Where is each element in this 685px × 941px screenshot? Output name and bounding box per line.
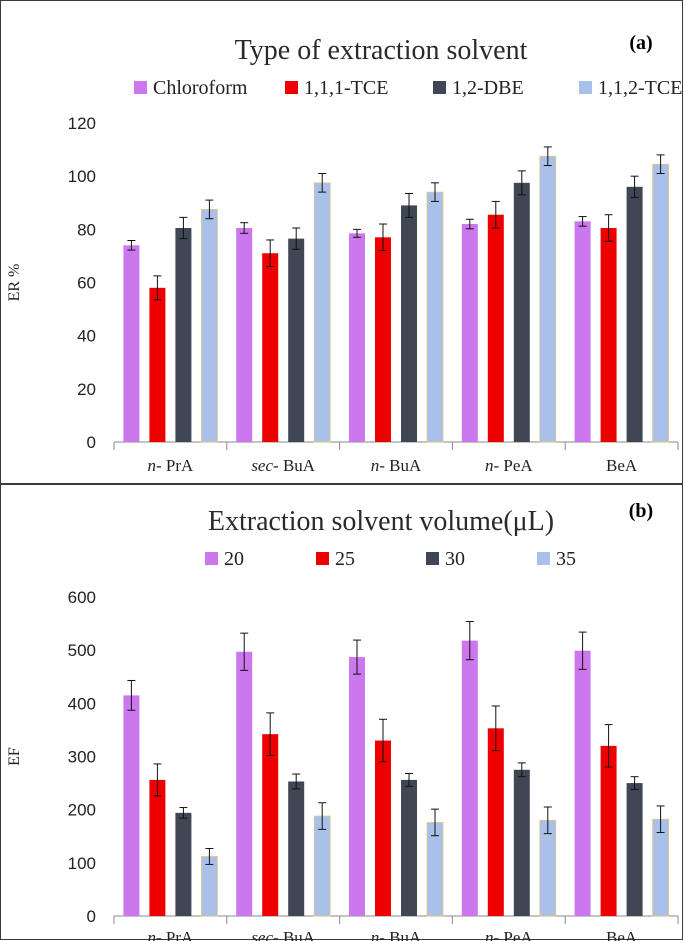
bar-b-0-2	[349, 657, 365, 916]
category-label-a-1: sec- BuA	[251, 456, 315, 475]
y-tick-label-b-0: 0	[87, 907, 96, 926]
bar-a-3-4	[652, 163, 669, 443]
bar-a-0-0	[123, 245, 140, 442]
bar-b-2-4	[626, 783, 643, 916]
y-tick-label-b-6: 600	[68, 588, 96, 607]
y-tick-label-b-4: 400	[68, 694, 96, 713]
y-tick-label-a-4: 80	[77, 220, 96, 239]
y-tick-label-b-1: 100	[68, 854, 96, 873]
bar-a-0-1	[236, 228, 253, 442]
legend-swatch-a-2	[433, 81, 446, 94]
bar-b-2-3	[513, 769, 530, 916]
bar-b-3-1	[313, 815, 331, 917]
bar-b-1-2	[375, 740, 391, 916]
legend-swatch-a-0	[134, 81, 147, 94]
panel-label-b: (b)	[629, 500, 653, 522]
bar-a-1-3	[487, 214, 504, 442]
legend-label-b-0: 20	[224, 548, 244, 570]
chart-b-svg: Extraction solvent volume(μL) (b) 20 25 30 35…	[6, 500, 679, 941]
bar-b-1-1	[262, 734, 279, 916]
bar-a-3-0	[200, 208, 218, 443]
category-label-b-0: n- PrA	[147, 928, 194, 941]
category-label-b-2: n- BuA	[371, 928, 422, 941]
y-tick-label-a-3: 60	[77, 274, 96, 293]
legend-swatch-a-3	[579, 81, 592, 94]
legend-label-a-2: 1,2-DBE	[452, 77, 524, 99]
category-label-b-1: sec- BuA	[251, 928, 315, 941]
bar-a-3-3	[539, 155, 557, 443]
legend-swatch-b-1	[316, 552, 329, 565]
category-label-b-4: BeA	[606, 928, 638, 941]
bar-a-1-2	[375, 237, 391, 442]
chart-a-svg: Type of extraction solvent (a) Chloroform 1…	[6, 32, 682, 475]
legend-swatch-a-1	[285, 81, 298, 94]
bar-a-2-0	[175, 228, 192, 442]
legend-label-b-1: 25	[335, 548, 355, 570]
bar-a-1-1	[262, 253, 279, 442]
bar-b-0-3	[461, 640, 478, 916]
category-label-a-0: n- PrA	[147, 456, 194, 475]
bar-b-0-0	[123, 695, 140, 916]
bar-b-3-3	[539, 819, 557, 917]
y-tick-label-b-3: 300	[68, 748, 96, 767]
bar-a-2-1	[288, 238, 305, 442]
category-label-a-4: BeA	[606, 456, 638, 475]
category-label-b-3: n- PeA	[485, 928, 533, 941]
y-tick-label-a-0: 0	[87, 433, 96, 452]
bar-a-2-4	[626, 186, 643, 442]
bar-b-3-2	[426, 822, 444, 917]
y-tick-label-a-6: 120	[68, 114, 96, 133]
bar-b-1-3	[487, 728, 504, 916]
legend-label-a-0: Chloroform	[153, 77, 248, 99]
bar-b-3-0	[200, 856, 218, 917]
legend-label-b-2: 30	[445, 548, 465, 570]
bar-a-2-2	[401, 205, 417, 442]
legend-label-a-1: 1,1,1-TCE	[304, 77, 388, 99]
chart-a-title: Type of extraction solvent	[235, 35, 528, 66]
y-axis-label-a: ER %	[6, 264, 23, 302]
category-label-a-3: n- PeA	[485, 456, 533, 475]
bar-b-2-2	[401, 779, 417, 916]
y-tick-label-b-2: 200	[68, 801, 96, 820]
legend-label-b-3: 35	[556, 548, 576, 570]
bar-a-1-0	[149, 287, 166, 442]
chart-b-title: Extraction solvent volume(μL)	[208, 506, 554, 537]
chart-panel-b: Extraction solvent volume(μL) (b) 20 25 30 35…	[0, 484, 683, 941]
bar-a-3-2	[426, 191, 444, 443]
y-tick-label-a-1: 20	[77, 380, 96, 399]
legend-swatch-b-0	[205, 552, 218, 565]
bar-b-1-0	[149, 779, 166, 916]
bar-b-0-4	[574, 650, 591, 916]
bar-b-0-1	[236, 651, 253, 916]
y-tick-label-b-5: 500	[68, 641, 96, 660]
bar-b-2-0	[175, 812, 192, 916]
bar-a-0-4	[574, 221, 591, 442]
y-axis-label-b: EF	[6, 747, 23, 766]
bar-a-1-4	[600, 228, 617, 442]
legend-swatch-b-2	[426, 552, 439, 565]
bar-b-3-4	[652, 818, 669, 917]
y-tick-label-a-5: 100	[68, 167, 96, 186]
panel-label-a: (a)	[629, 32, 652, 54]
legend-label-a-3: 1,1,2-TCE	[598, 77, 682, 99]
bar-b-2-1	[288, 781, 305, 916]
category-label-a-2: n- BuA	[371, 456, 422, 475]
y-tick-label-a-2: 40	[77, 327, 96, 346]
legend-swatch-b-3	[537, 552, 550, 565]
bar-a-2-3	[513, 182, 530, 442]
bar-b-1-4	[600, 745, 617, 916]
chart-panel-a: Type of extraction solvent (a) Chloroform 1…	[0, 0, 683, 484]
bar-a-0-2	[349, 233, 365, 442]
bar-a-0-3	[461, 224, 478, 442]
bar-a-3-1	[313, 182, 331, 443]
